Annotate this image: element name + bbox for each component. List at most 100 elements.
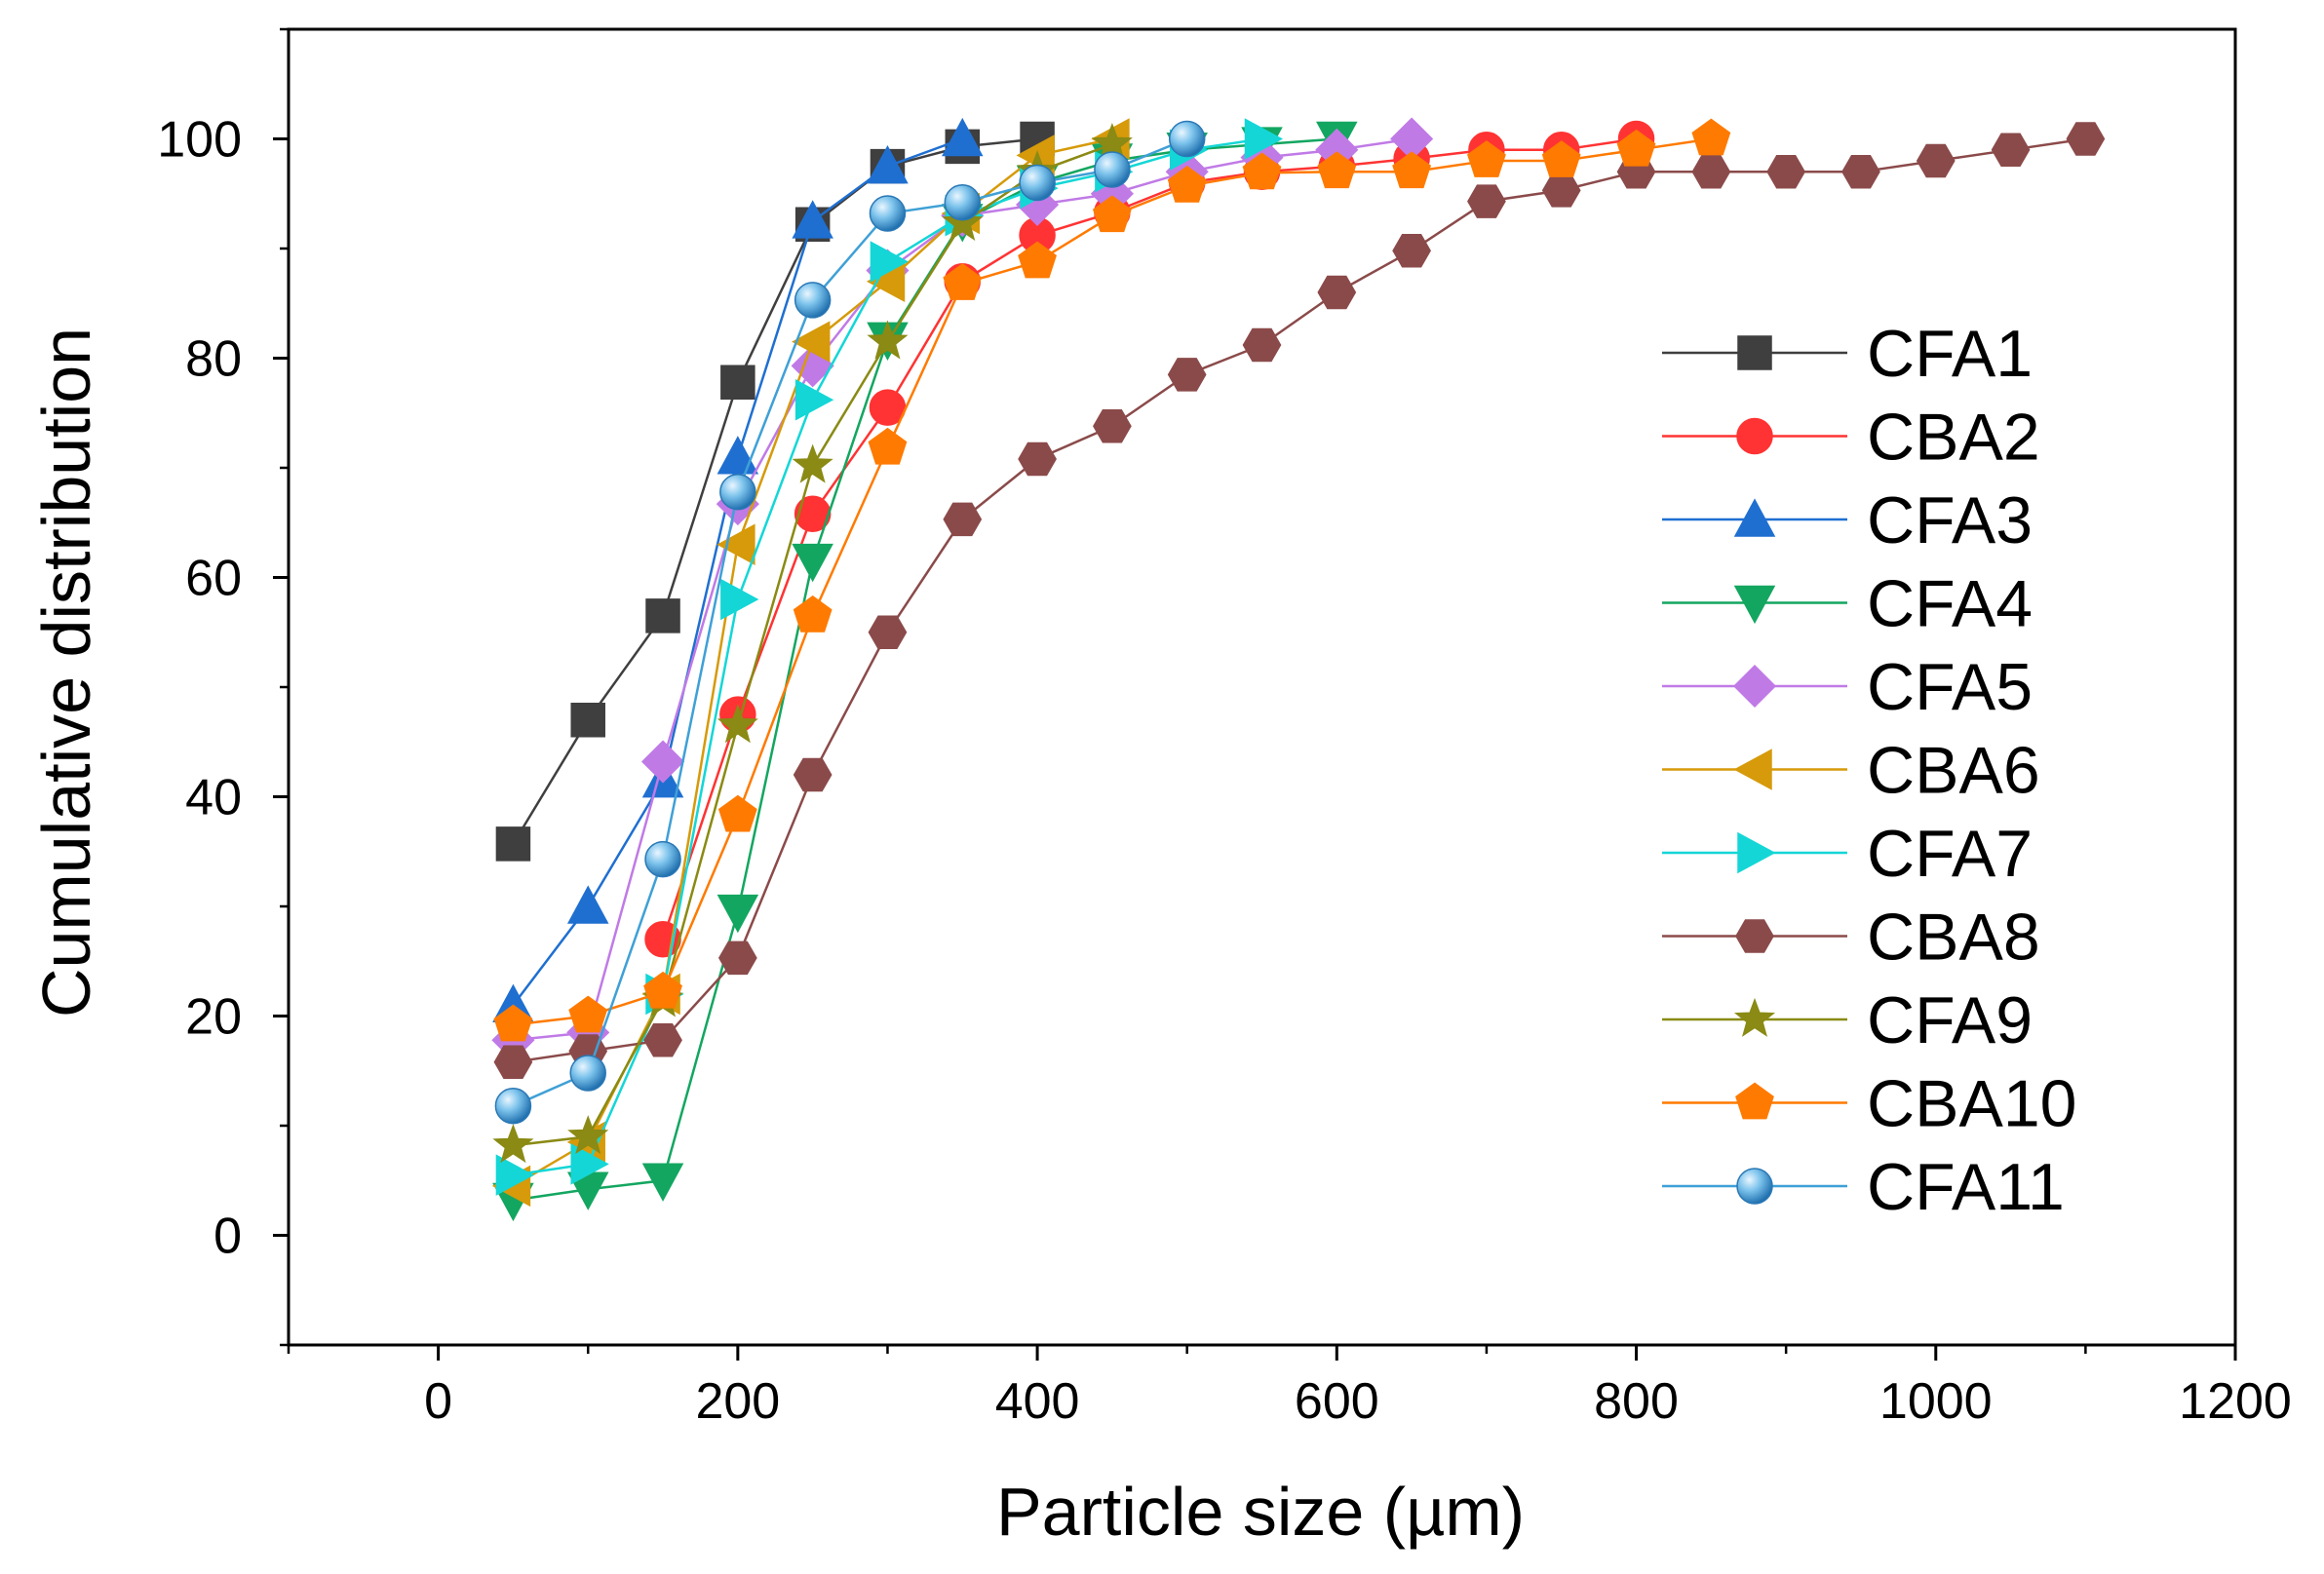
y-tick-label: 60	[185, 551, 242, 607]
legend-marker	[1732, 664, 1777, 709]
legend-label: CFA11	[1867, 1150, 2065, 1224]
data-point	[720, 578, 759, 621]
data-point	[570, 1143, 609, 1185]
legend-item-cba8: CBA8	[1662, 901, 2040, 975]
data-point	[1541, 173, 1581, 208]
legend-item-cfa1: CFA1	[1662, 317, 2033, 391]
series-cfa3	[492, 117, 984, 1022]
legend-marker	[1737, 831, 1776, 874]
data-point	[720, 365, 755, 400]
legend-marker	[1737, 335, 1772, 370]
data-point	[867, 145, 909, 184]
x-axis-label: Particle size (µm)	[996, 1474, 1525, 1550]
data-point	[1691, 118, 1731, 156]
legend-label: CFA4	[1867, 567, 2033, 641]
data-point	[717, 941, 757, 976]
y-tick-label: 40	[185, 770, 242, 826]
y-axis-label: Cumulative distribution	[28, 327, 104, 1017]
data-point	[792, 200, 833, 239]
data-point	[2066, 122, 2106, 156]
data-point	[1242, 152, 1282, 190]
data-point	[566, 885, 609, 924]
data-point	[867, 320, 909, 360]
legend-marker	[1733, 997, 1776, 1037]
legend-item-cfa3: CFA3	[1662, 483, 2033, 557]
data-point	[569, 1055, 606, 1092]
data-point	[1991, 133, 2031, 167]
data-point	[717, 523, 755, 566]
data-point	[792, 543, 833, 583]
legend-item-cfa5: CFA5	[1662, 650, 2033, 724]
series-line	[513, 137, 1337, 1202]
legend-item-cfa4: CFA4	[1662, 567, 2033, 641]
legend-label: CBA8	[1867, 901, 2040, 975]
series-layer	[491, 117, 2106, 1222]
data-point	[1168, 120, 1206, 158]
data-point	[643, 1023, 682, 1057]
series-line	[661, 137, 1637, 941]
data-point	[1019, 164, 1056, 202]
x-tick-label: 1000	[1879, 1373, 1993, 1430]
data-point	[719, 474, 756, 511]
data-point	[717, 704, 758, 744]
legend-marker	[1735, 919, 1774, 953]
data-point	[641, 1163, 684, 1202]
data-point	[1167, 165, 1207, 203]
data-point	[869, 195, 907, 232]
legend-item-cfa9: CFA9	[1662, 983, 2033, 1057]
series-cba10	[493, 118, 1731, 1042]
series-line	[513, 137, 2086, 1064]
legend-marker	[1733, 498, 1776, 537]
data-point	[1841, 155, 1880, 189]
series-line	[512, 137, 1188, 1107]
x-tick-label: 600	[1295, 1373, 1379, 1430]
data-point	[493, 1045, 533, 1079]
data-point	[567, 1115, 609, 1155]
data-point	[640, 740, 685, 784]
legend-marker	[1733, 585, 1776, 625]
legend-label: CFA9	[1867, 983, 2033, 1057]
y-tick-label: 100	[157, 112, 242, 169]
data-point	[493, 1004, 533, 1042]
data-point	[644, 840, 681, 878]
data-point	[495, 826, 531, 862]
legend-item-cba6: CBA6	[1662, 734, 2040, 808]
legend-item-cba2: CBA2	[1662, 401, 2040, 475]
data-point	[1092, 195, 1132, 233]
x-tick-label: 800	[1594, 1373, 1679, 1430]
y-tick-label: 20	[185, 989, 242, 1046]
legend-label: CFA3	[1867, 483, 2033, 557]
data-point	[1392, 151, 1432, 189]
data-point	[495, 1154, 535, 1196]
legend-item-cfa11: CFA11	[1662, 1150, 2065, 1224]
data-point	[1018, 241, 1057, 279]
data-point	[1467, 140, 1506, 177]
data-point	[794, 282, 832, 319]
data-point	[570, 703, 605, 738]
data-point	[1317, 151, 1357, 189]
data-point	[943, 502, 983, 537]
data-point	[1467, 184, 1506, 218]
data-point	[1018, 441, 1057, 477]
data-point	[1244, 118, 1284, 160]
data-point	[568, 995, 608, 1033]
legend-label: CFA7	[1867, 817, 2033, 891]
x-tick-label: 400	[995, 1373, 1080, 1430]
data-point	[1616, 129, 1656, 167]
legend-marker	[1735, 1082, 1774, 1120]
series-cba2	[644, 120, 1655, 958]
legend-item-cba10: CBA10	[1662, 1067, 2076, 1141]
data-point	[944, 184, 982, 221]
legend-label: CBA2	[1867, 401, 2040, 475]
legend: CFA1 CBA2 CFA3 CFA4 CFA5 CBA6 CFA7 CBA8 CFA9 CBA1…	[1662, 317, 2076, 1224]
data-point	[793, 757, 833, 792]
data-point	[1167, 358, 1207, 392]
y-tick-label: 80	[185, 331, 242, 388]
data-point	[943, 263, 983, 300]
series-line	[513, 137, 1262, 1176]
data-point	[1766, 155, 1806, 189]
legend-label: CFA5	[1867, 650, 2033, 724]
data-point	[792, 443, 833, 483]
